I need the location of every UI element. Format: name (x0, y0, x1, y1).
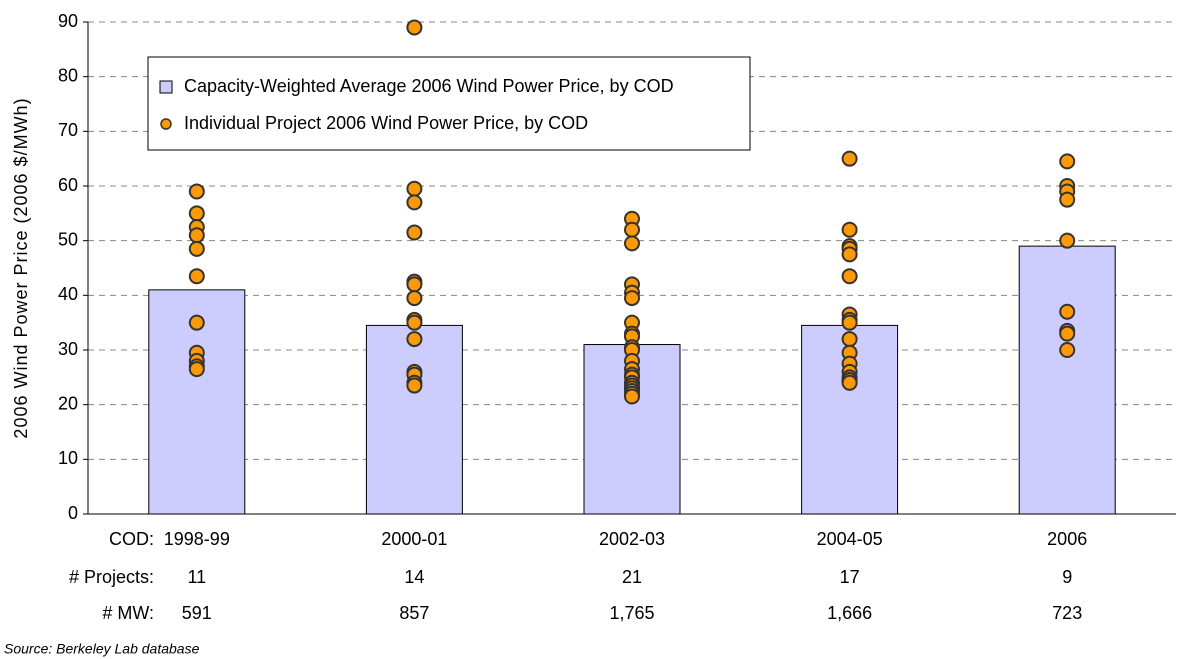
project-point (1059, 303, 1076, 320)
legend-box (147, 56, 751, 151)
project-point (841, 374, 858, 391)
mw-total: 591 (182, 603, 212, 623)
y-tick-label: 30 (58, 339, 78, 359)
y-axis-title: 2006 Wind Power Price (2006 $/MWh) (11, 97, 31, 438)
project-point (624, 290, 640, 307)
y-tick-label: 70 (58, 120, 78, 140)
project-point (188, 227, 205, 244)
mw-total: 1,666 (827, 603, 872, 623)
project-point (406, 290, 423, 307)
project-count: 9 (1062, 567, 1072, 587)
project-point (841, 150, 858, 167)
project-count: 14 (404, 567, 424, 587)
project-point (188, 183, 205, 200)
project-point (406, 314, 423, 331)
project-point (188, 240, 205, 257)
source-note: Source: Berkeley Lab database (4, 641, 200, 657)
y-tick-label: 80 (58, 65, 78, 85)
project-point (406, 180, 423, 197)
legend-label: Capacity-Weighted Average 2006 Wind Powe… (184, 76, 674, 96)
project-point (406, 194, 423, 211)
mw-total: 857 (399, 603, 429, 623)
legend-swatch (160, 118, 172, 130)
y-tick-label: 50 (58, 229, 78, 249)
project-count: 11 (187, 567, 206, 587)
legend-swatch (159, 80, 173, 94)
x-tick-label: 2004-05 (817, 529, 883, 549)
x-tick-label: 2000-01 (381, 529, 447, 549)
project-count: 21 (622, 567, 642, 587)
project-point (1059, 191, 1076, 208)
project-point (1059, 232, 1076, 249)
project-point (188, 205, 205, 222)
y-tick-label: 0 (68, 503, 78, 523)
mw-total: 1,765 (609, 603, 654, 623)
y-tick-label: 90 (58, 11, 78, 31)
project-point (406, 377, 423, 394)
project-count: 17 (840, 567, 860, 587)
project-point (188, 314, 205, 331)
x-tick-label: 2006 (1047, 529, 1087, 549)
bar (1018, 245, 1116, 515)
project-point (841, 268, 858, 285)
bar (365, 324, 463, 515)
project-point (188, 268, 205, 285)
project-point (841, 331, 858, 348)
project-point (841, 314, 858, 331)
x-tick-label: 1998-99 (164, 529, 230, 549)
y-tick-label: 60 (58, 175, 78, 195)
project-point (841, 221, 858, 238)
project-point (1059, 342, 1076, 358)
row-label: # Projects: (69, 567, 154, 587)
project-point (624, 221, 640, 238)
project-point (406, 276, 423, 293)
mw-total: 723 (1052, 603, 1082, 623)
y-tick-label: 20 (58, 393, 78, 413)
legend-label: Individual Project 2006 Wind Power Price… (184, 113, 588, 133)
project-point (624, 388, 640, 405)
project-point (406, 19, 423, 36)
project-point (1059, 325, 1076, 342)
project-point (841, 246, 858, 263)
y-tick-label: 10 (58, 448, 78, 468)
row-label: # MW: (102, 603, 154, 623)
project-point (406, 331, 423, 348)
project-point (188, 361, 205, 378)
project-point (624, 235, 640, 252)
project-point (406, 224, 423, 241)
project-point (1059, 153, 1076, 170)
x-tick-label: 2002-03 (599, 529, 665, 549)
row-label: COD: (109, 529, 154, 549)
y-tick-label: 40 (58, 284, 78, 304)
